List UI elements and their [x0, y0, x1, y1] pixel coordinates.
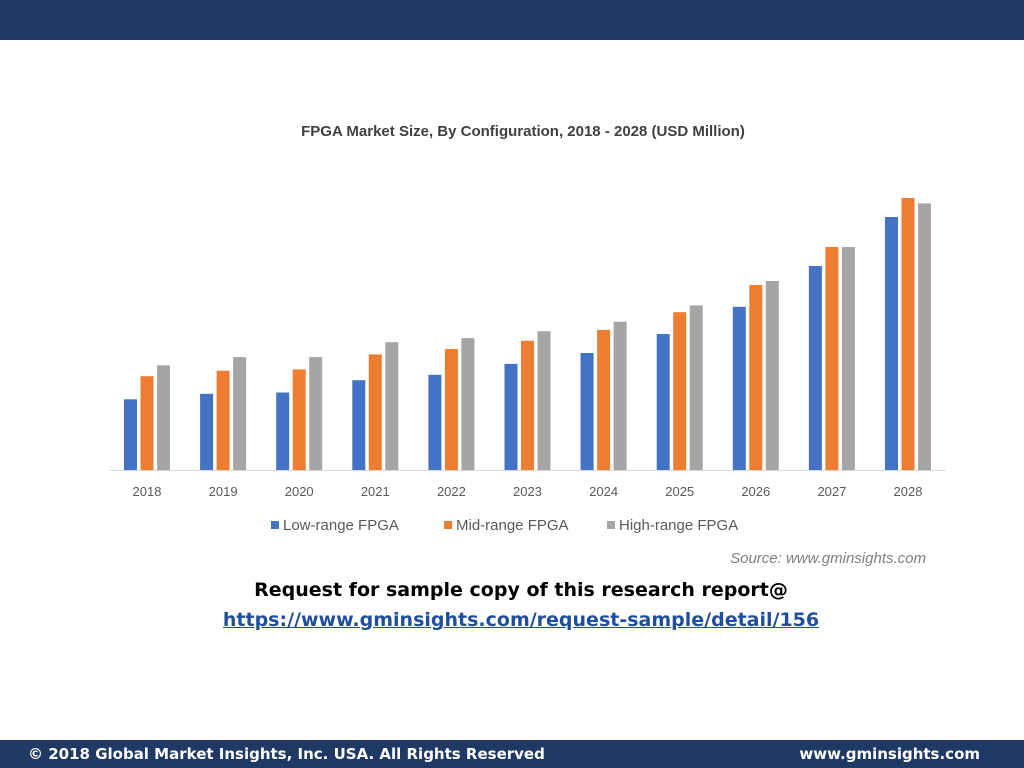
- bar-low-range-fpga-2022: [428, 374, 442, 470]
- bar-high-range-fpga-2021: [385, 342, 399, 470]
- footer-bar: © 2018 Global Market Insights, Inc. USA.…: [0, 740, 1024, 768]
- legend-label-2: Mid-range FPGA: [456, 517, 569, 534]
- copyright-text: © 2018 Global Market Insights, Inc. USA.…: [28, 745, 545, 763]
- bar-high-range-fpga-2026: [765, 281, 779, 470]
- bar-high-range-fpga-2019: [233, 357, 247, 470]
- x-tick-2026: 2026: [741, 484, 770, 499]
- bar-mid-range-fpga-2024: [597, 329, 611, 470]
- bar-low-range-fpga-2018: [124, 399, 137, 470]
- bar-group: [124, 198, 931, 470]
- bar-low-range-fpga-2028: [885, 217, 898, 470]
- bar-mid-range-fpga-2018: [140, 376, 154, 470]
- bar-high-range-fpga-2027: [841, 247, 855, 470]
- bar-mid-range-fpga-2022: [444, 349, 458, 470]
- fpga-market-chart: FPGA Market Size, By Configuration, 2018…: [109, 123, 946, 567]
- bar-mid-range-fpga-2027: [825, 247, 839, 470]
- legend-label-1: Low-range FPGA: [283, 517, 399, 534]
- x-tick-2027: 2027: [817, 484, 846, 499]
- bar-high-range-fpga-2025: [689, 305, 703, 470]
- bar-mid-range-fpga-2028: [901, 198, 915, 470]
- bar-low-range-fpga-2021: [352, 380, 366, 470]
- bar-high-range-fpga-2024: [613, 321, 627, 470]
- bar-low-range-fpga-2026: [732, 306, 746, 470]
- request-sample-link[interactable]: https://www.gminsights.com/request-sampl…: [222, 609, 820, 631]
- legend-swatch-3: [607, 521, 615, 529]
- source-label: Source: www.gminsights.com: [730, 550, 926, 567]
- x-tick-2020: 2020: [285, 484, 314, 499]
- bar-high-range-fpga-2018: [157, 365, 170, 470]
- bar-low-range-fpga-2023: [504, 363, 518, 470]
- website-link[interactable]: www.gminsights.com: [799, 745, 980, 763]
- bar-low-range-fpga-2027: [808, 266, 822, 470]
- x-tick-labels: 2018 2019 2020 2021 2022 2023 2024 2025 2026 2027…: [133, 484, 923, 499]
- bar-high-range-fpga-2020: [309, 357, 323, 470]
- request-sample-text: Request for sample copy of this research…: [254, 579, 788, 601]
- bar-mid-range-fpga-2023: [521, 340, 534, 470]
- legend-swatch-2: [444, 521, 452, 529]
- bar-mid-range-fpga-2025: [673, 312, 687, 470]
- x-tick-2019: 2019: [209, 484, 238, 499]
- legend-label-3: High-range FPGA: [619, 517, 738, 534]
- x-tick-2024: 2024: [589, 484, 618, 499]
- bar-high-range-fpga-2023: [537, 331, 551, 470]
- bar-mid-range-fpga-2020: [292, 369, 306, 470]
- x-tick-2022: 2022: [437, 484, 466, 499]
- legend-swatch-1: [271, 521, 279, 529]
- bar-low-range-fpga-2024: [580, 353, 594, 470]
- bar-low-range-fpga-2020: [276, 392, 290, 470]
- x-tick-2025: 2025: [665, 484, 694, 499]
- top-banner: [0, 0, 1024, 40]
- x-tick-2021: 2021: [361, 484, 390, 499]
- x-tick-2018: 2018: [133, 484, 162, 499]
- bar-mid-range-fpga-2021: [368, 354, 382, 470]
- bar-mid-range-fpga-2019: [216, 370, 230, 470]
- bar-high-range-fpga-2022: [461, 338, 475, 470]
- bar-mid-range-fpga-2026: [749, 285, 763, 470]
- bar-low-range-fpga-2019: [200, 393, 214, 470]
- chart-title: FPGA Market Size, By Configuration, 2018…: [301, 123, 745, 140]
- bar-low-range-fpga-2025: [656, 334, 670, 470]
- legend: Low-range FPGA Mid-range FPGA High-range F…: [271, 517, 738, 534]
- x-tick-2023: 2023: [513, 484, 542, 499]
- bar-high-range-fpga-2028: [918, 203, 931, 470]
- x-tick-2028: 2028: [894, 484, 923, 499]
